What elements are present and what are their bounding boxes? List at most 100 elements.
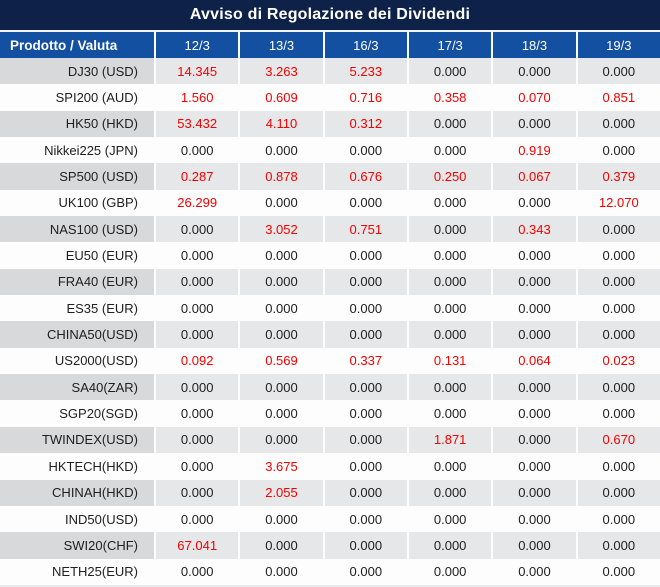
dividend-value-cell: 0.000 [493,400,576,427]
table-row: NETH25(EUR) 0.000 0.000 0.000 0.000 0.000 0.00… [0,558,660,585]
dividend-value-cell: 12.070 [577,189,660,217]
table-row: CHINAH(HKD) 0.000 2.055 0.000 0.000 0.000 0.00… [0,479,660,506]
dividend-value-cell: 0.000 [577,295,660,322]
dividend-value-cell: 0.000 [240,374,323,401]
page-title: Avviso di Regolazione dei Dividendi [0,0,660,32]
dividend-value-cell: 0.000 [577,137,660,164]
table-row: SA40(ZAR) 0.000 0.000 0.000 0.000 0.000 0.000 [0,374,660,401]
dividend-value-cell: 0.000 [324,137,407,164]
dividend-value-cell: 0.000 [240,268,323,296]
row-label: SGP20(SGD) [0,400,154,427]
dividend-value-cell: 0.067 [493,163,576,190]
dividend-value-cell: 0.000 [408,110,492,138]
dividend-value-cell: 1.871 [408,426,492,454]
dividend-value-cell: 0.000 [408,268,492,296]
table-row: Nikkei225 (JPN) 0.000 0.000 0.000 0.000 0.919… [0,137,660,164]
dividend-value-cell: 0.000 [324,479,407,506]
dividend-value-cell: 0.000 [240,189,323,217]
dividend-value-cell: 0.000 [324,242,407,269]
dividend-value-cell: 0.064 [493,347,576,375]
dividend-value-cell: 0.000 [408,137,492,164]
dividend-value-cell: 14.345 [156,58,239,85]
dividend-value-cell: 0.000 [324,400,407,427]
dividend-value-cell: 0.000 [577,558,660,585]
dividend-value-cell: 0.000 [156,374,239,401]
row-label: HK50 (HKD) [0,110,154,138]
dividend-value-cell: 0.609 [240,84,323,111]
table-row: SP500 (USD) 0.287 0.878 0.676 0.250 0.067 0.37… [0,163,660,190]
dividend-value-cell: 0.000 [493,295,576,322]
dividend-value-cell: 0.000 [493,558,576,585]
dividend-value-cell: 0.851 [577,84,660,111]
table-row: HK50 (HKD) 53.432 4.110 0.312 0.000 0.000 0.00… [0,110,660,138]
row-label: US2000(USD) [0,347,154,375]
dividend-value-cell: 0.000 [577,321,660,348]
table-row: IND50(USD) 0.000 0.000 0.000 0.000 0.000 0.000 [0,505,660,533]
dividend-value-cell: 0.000 [493,110,576,138]
dividend-value-cell: 0.000 [408,558,492,585]
dividend-value-cell: 3.675 [240,453,323,480]
dividend-value-cell: 0.000 [493,453,576,480]
dividend-value-cell: 0.000 [240,137,323,164]
table-row: US2000(USD) 0.092 0.569 0.337 0.131 0.064 0.02… [0,347,660,375]
dividend-value-cell: 0.000 [240,558,323,585]
row-label: Nikkei225 (JPN) [0,137,154,164]
dividend-value-cell: 0.000 [156,137,239,164]
dividend-value-cell: 0.000 [408,216,492,243]
dividend-value-cell: 0.000 [408,532,492,559]
dividend-value-cell: 0.131 [408,347,492,375]
dividend-value-cell: 0.000 [324,295,407,322]
row-label: SP500 (USD) [0,163,154,190]
dividend-value-cell: 0.000 [577,453,660,480]
dividend-value-cell: 0.000 [493,58,576,85]
table-row: SWI20(CHF) 67.041 0.000 0.000 0.000 0.000 0.00… [0,532,660,559]
dividend-value-cell: 67.041 [156,532,239,559]
dividend-value-cell: 0.000 [156,400,239,427]
dividend-value-cell: 0.000 [156,453,239,480]
dividend-value-cell: 0.000 [156,216,239,243]
row-label: IND50(USD) [0,505,154,533]
dividend-value-cell: 0.000 [324,374,407,401]
dividend-value-cell: 0.000 [577,505,660,533]
dividend-value-cell: 0.000 [493,374,576,401]
dividend-value-cell: 0.919 [493,137,576,164]
row-label: CHINAH(HKD) [0,479,154,506]
dividend-value-cell: 0.000 [408,295,492,322]
dividend-value-cell: 0.070 [493,84,576,111]
row-label: DJ30 (USD) [0,58,154,85]
dividend-value-cell: 0.000 [493,189,576,217]
dividend-value-cell: 3.263 [240,58,323,85]
dividend-value-cell: 0.358 [408,84,492,111]
column-header-date: 19/3 [577,32,660,58]
dividend-value-cell: 0.000 [408,321,492,348]
row-label: ES35 (EUR) [0,295,154,322]
dividend-value-cell: 0.337 [324,347,407,375]
dividend-value-cell: 0.379 [577,163,660,190]
dividend-value-cell: 0.000 [240,426,323,454]
row-label: CHINA50(USD) [0,321,154,348]
table-row: TWINDEX(USD) 0.000 0.000 0.000 1.871 0.000 0.6… [0,426,660,454]
table-row: DJ30 (USD) 14.345 3.263 5.233 0.000 0.000 0.00… [0,58,660,85]
column-header-date: 18/3 [493,32,576,58]
dividend-value-cell: 0.000 [577,268,660,296]
dividend-value-cell: 0.000 [577,110,660,138]
dividend-value-cell: 0.000 [493,321,576,348]
dividend-value-cell: 0.000 [240,321,323,348]
dividend-value-cell: 0.000 [324,558,407,585]
dividend-value-cell: 0.000 [156,242,239,269]
row-label: NETH25(EUR) [0,558,154,585]
table-row: EU50 (EUR) 0.000 0.000 0.000 0.000 0.000 0.000 [0,242,660,269]
row-label: EU50 (EUR) [0,242,154,269]
table-row: ES35 (EUR) 0.000 0.000 0.000 0.000 0.000 0.000 [0,295,660,322]
dividend-value-cell: 0.000 [156,479,239,506]
dividend-value-cell: 0.287 [156,163,239,190]
row-label: TWINDEX(USD) [0,426,154,454]
dividend-value-cell: 0.670 [577,426,660,454]
dividend-value-cell: 26.299 [156,189,239,217]
dividend-value-cell: 0.000 [156,426,239,454]
dividend-value-cell: 0.000 [156,558,239,585]
dividend-value-cell: 1.560 [156,84,239,111]
column-header-date: 12/3 [156,32,239,58]
dividend-value-cell: 0.000 [156,321,239,348]
